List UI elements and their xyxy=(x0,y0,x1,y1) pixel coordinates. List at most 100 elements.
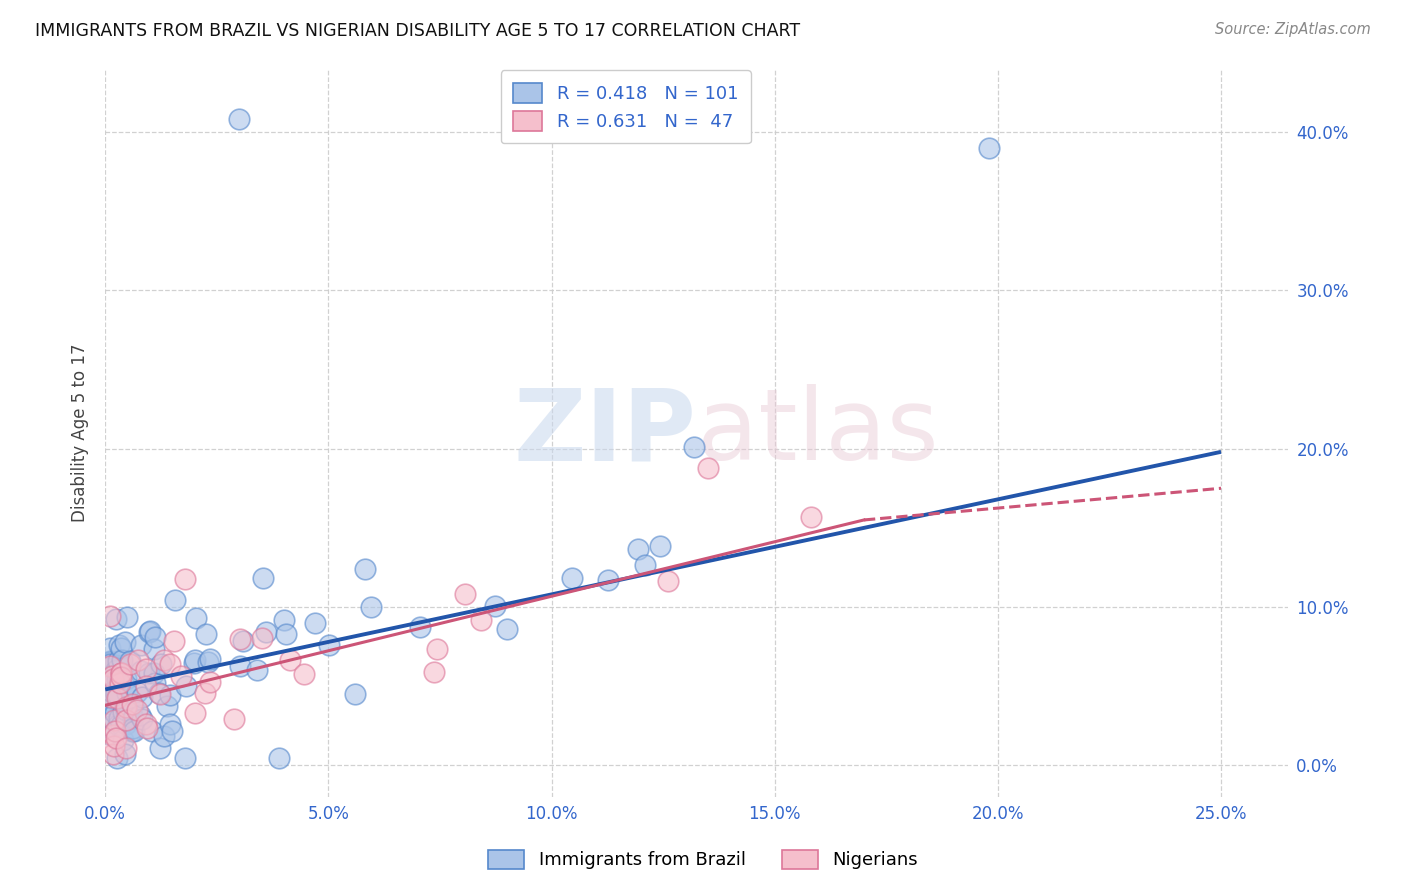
Point xyxy=(110,652,132,666)
Point xyxy=(135,679,157,693)
Point xyxy=(423,665,446,680)
Point xyxy=(108,638,131,652)
Point xyxy=(453,587,475,601)
Point xyxy=(409,620,432,634)
Point xyxy=(696,460,718,475)
Point xyxy=(138,624,160,639)
Point xyxy=(228,632,250,647)
Point xyxy=(143,630,166,644)
Point xyxy=(115,740,138,755)
Point xyxy=(800,510,823,524)
Point xyxy=(98,655,121,669)
Point xyxy=(98,669,121,683)
Point xyxy=(153,653,176,667)
Point xyxy=(143,676,166,690)
Point xyxy=(100,728,122,742)
Point xyxy=(229,659,252,673)
Point xyxy=(115,672,138,686)
Point xyxy=(292,666,315,681)
Point xyxy=(222,712,245,726)
Point xyxy=(110,670,132,684)
Point xyxy=(139,624,162,639)
Point xyxy=(115,713,138,727)
Point xyxy=(228,112,250,127)
Point xyxy=(142,642,165,657)
Point xyxy=(128,708,150,723)
Point xyxy=(149,687,172,701)
Point xyxy=(273,613,295,627)
Point xyxy=(170,669,193,683)
Point xyxy=(197,655,219,669)
Point xyxy=(107,688,129,702)
Point xyxy=(304,616,326,631)
Point xyxy=(148,686,170,700)
Point xyxy=(131,690,153,704)
Point xyxy=(159,688,181,702)
Point xyxy=(198,674,221,689)
Point xyxy=(120,654,142,668)
Point xyxy=(127,653,149,667)
Point xyxy=(101,672,124,686)
Point xyxy=(100,697,122,711)
Text: ZIP: ZIP xyxy=(513,384,696,482)
Point xyxy=(103,739,125,753)
Point xyxy=(114,635,136,649)
Point xyxy=(141,724,163,739)
Point xyxy=(149,741,172,756)
Point xyxy=(156,699,179,714)
Point xyxy=(108,711,131,725)
Point xyxy=(343,687,366,701)
Point xyxy=(110,717,132,731)
Point xyxy=(105,750,128,764)
Point xyxy=(426,642,449,657)
Point xyxy=(101,685,124,699)
Point xyxy=(115,609,138,624)
Point xyxy=(149,657,172,671)
Point xyxy=(103,713,125,727)
Point xyxy=(98,678,121,692)
Point xyxy=(131,712,153,726)
Point xyxy=(360,600,382,615)
Point xyxy=(107,718,129,732)
Point xyxy=(160,724,183,739)
Point xyxy=(159,717,181,731)
Point xyxy=(136,721,159,735)
Point xyxy=(98,694,121,708)
Point xyxy=(470,613,492,627)
Point xyxy=(194,626,217,640)
Point xyxy=(143,666,166,681)
Point xyxy=(110,666,132,681)
Point xyxy=(121,723,143,738)
Point xyxy=(122,698,145,713)
Point xyxy=(105,663,128,677)
Point xyxy=(125,684,148,698)
Point xyxy=(104,731,127,746)
Point xyxy=(110,666,132,681)
Point xyxy=(318,638,340,652)
Point xyxy=(101,691,124,706)
Point xyxy=(254,625,277,640)
Legend: Immigrants from Brazil, Nigerians: Immigrants from Brazil, Nigerians xyxy=(479,840,927,879)
Point xyxy=(122,723,145,738)
Point xyxy=(634,558,657,573)
Point xyxy=(174,572,197,586)
Point xyxy=(115,703,138,717)
Point xyxy=(159,657,181,672)
Point xyxy=(484,599,506,613)
Point xyxy=(98,655,121,669)
Point xyxy=(108,676,131,690)
Point xyxy=(104,706,127,720)
Point xyxy=(683,440,706,454)
Point xyxy=(105,691,128,706)
Point xyxy=(111,733,134,747)
Point xyxy=(232,634,254,648)
Point xyxy=(135,662,157,676)
Point xyxy=(98,719,121,733)
Point xyxy=(104,612,127,626)
Point xyxy=(129,638,152,652)
Point xyxy=(274,627,297,641)
Point xyxy=(110,640,132,655)
Point xyxy=(104,723,127,738)
Point xyxy=(650,539,672,553)
Point xyxy=(163,593,186,607)
